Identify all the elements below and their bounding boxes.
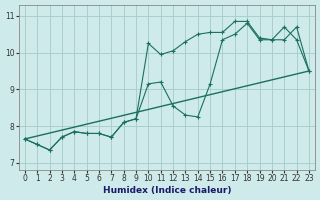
X-axis label: Humidex (Indice chaleur): Humidex (Indice chaleur) (103, 186, 231, 195)
